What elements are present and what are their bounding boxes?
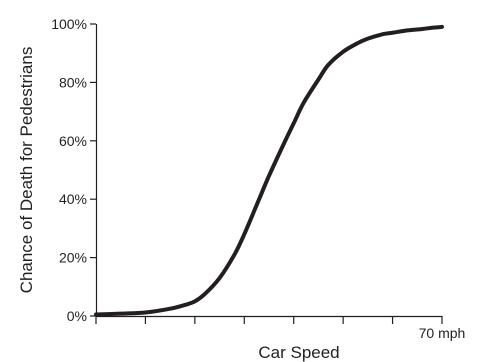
x-axis-title: Car Speed — [258, 343, 339, 362]
x-ticks: 70 mph — [95, 316, 466, 341]
y-ticks: 0% 20% 40% 60% 80% 100% — [51, 16, 96, 324]
x-tick-label: 70 mph — [419, 325, 466, 341]
y-tick-label: 20% — [59, 250, 87, 266]
axes — [95, 24, 442, 318]
y-axis-title: Chance of Death for Pedestrians — [17, 47, 36, 294]
series-line — [94, 24, 444, 317]
y-tick-label: 60% — [59, 133, 87, 149]
y-tick-label: 100% — [51, 16, 87, 32]
series-group — [94, 24, 444, 317]
y-tick-label: 80% — [59, 74, 87, 90]
y-tick-label: 40% — [59, 191, 87, 207]
y-tick-label: 0% — [67, 308, 87, 324]
